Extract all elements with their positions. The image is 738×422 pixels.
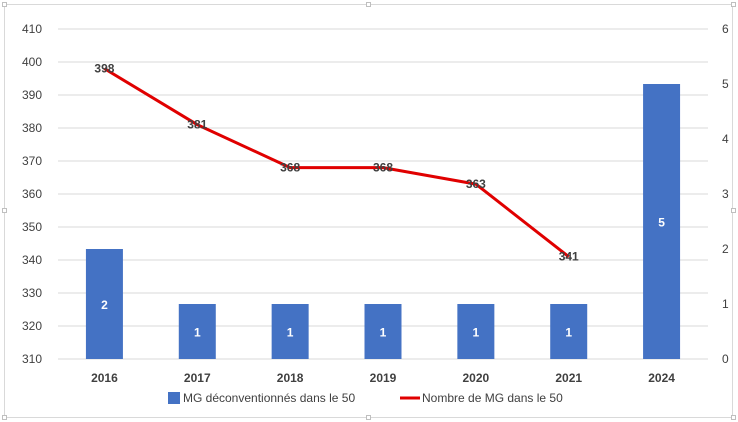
left-axis-tick-label: 310 (22, 352, 42, 366)
right-axis: 0 1 2 3 4 5 6 (722, 22, 729, 366)
bar-data-label: 1 (565, 326, 572, 340)
left-axis-tick-label: 360 (22, 187, 42, 201)
line-data-label: 398 (94, 62, 114, 76)
bar-data-label: 1 (194, 326, 201, 340)
line-data-label: 368 (280, 161, 300, 175)
left-axis-tick-label: 330 (22, 286, 42, 300)
x-axis-tick-label: 2019 (370, 371, 397, 385)
bar-series: 2 1 1 1 1 1 5 (85, 84, 681, 359)
right-axis-tick-label: 5 (722, 77, 729, 91)
left-axis-tick-label: 410 (22, 22, 42, 36)
bar-data-label: 1 (380, 326, 387, 340)
bar-data-label: 2 (101, 298, 108, 312)
series-line (103, 67, 570, 258)
bar (85, 249, 123, 359)
left-axis-tick-label: 380 (22, 121, 42, 135)
resize-handle[interactable] (731, 208, 736, 213)
left-axis-tick-label: 340 (22, 253, 42, 267)
legend-label: Nombre de MG dans le 50 (422, 391, 563, 405)
bar-data-label: 1 (287, 326, 294, 340)
line-data-label: 368 (373, 161, 393, 175)
resize-handle[interactable] (2, 415, 7, 420)
bar (550, 304, 588, 359)
right-axis-tick-label: 6 (722, 22, 729, 36)
line-data-label: 381 (187, 118, 207, 132)
left-axis-tick-label: 400 (22, 55, 42, 69)
resize-handle[interactable] (2, 208, 7, 213)
right-axis-tick-label: 2 (722, 242, 729, 256)
line-data-label: 341 (559, 250, 579, 264)
bar-data-label: 5 (658, 216, 665, 230)
left-axis-tick-label: 370 (22, 154, 42, 168)
line-series: 398 381 368 368 363 341 (94, 62, 579, 264)
left-axis-tick-label: 390 (22, 88, 42, 102)
resize-handle[interactable] (2, 2, 7, 7)
right-axis-tick-label: 4 (722, 132, 729, 146)
right-axis-tick-label: 0 (722, 352, 729, 366)
bar (178, 304, 216, 359)
x-axis-tick-label: 2021 (555, 371, 582, 385)
bar (271, 304, 309, 359)
bar (457, 304, 495, 359)
left-axis: 310 320 330 340 350 360 370 380 390 400 410 (22, 22, 42, 366)
x-axis: 2016 2017 2018 2019 2020 2021 2024 (91, 371, 675, 385)
x-axis-tick-label: 2018 (277, 371, 304, 385)
resize-handle[interactable] (731, 2, 736, 7)
x-axis-tick-label: 2020 (463, 371, 490, 385)
line-data-label: 363 (466, 177, 486, 191)
bar-data-label: 1 (473, 326, 480, 340)
left-axis-tick-label: 350 (22, 220, 42, 234)
resize-handle[interactable] (731, 415, 736, 420)
left-axis-tick-label: 320 (22, 319, 42, 333)
bar (364, 304, 402, 359)
right-axis-tick-label: 1 (722, 297, 729, 311)
resize-handle[interactable] (366, 2, 371, 7)
x-axis-tick-label: 2017 (184, 371, 211, 385)
resize-handle[interactable] (366, 415, 371, 420)
right-axis-tick-label: 3 (722, 187, 729, 201)
x-axis-tick-label: 2016 (91, 371, 118, 385)
bar (643, 84, 681, 359)
legend-swatch (168, 392, 180, 404)
legend: MG déconventionnés dans le 50 Nombre de M… (168, 391, 563, 405)
x-axis-tick-label: 2024 (648, 371, 675, 385)
legend-label: MG déconventionnés dans le 50 (183, 391, 355, 405)
